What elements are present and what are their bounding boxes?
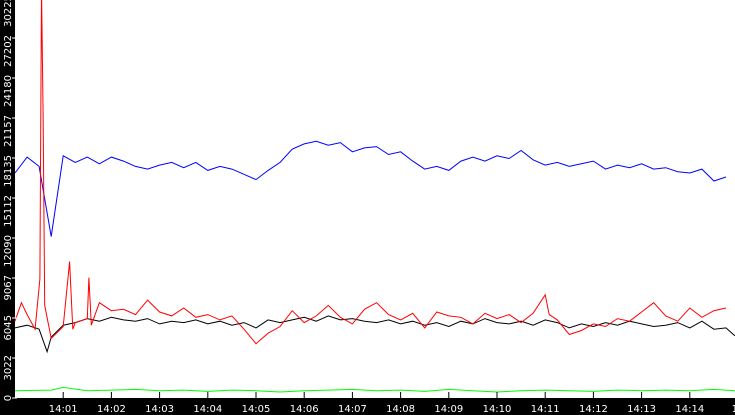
x-axis-band xyxy=(0,398,735,415)
y-tick-label: 12090 xyxy=(3,235,14,267)
x-tick-label: 14:09 xyxy=(434,404,463,415)
y-tick-label: 0 xyxy=(3,395,14,401)
y-axis-band xyxy=(0,0,15,415)
x-tick-label: 14:08 xyxy=(386,404,415,415)
x-axis: 14:01 14:02 14:03 14:04 14:05 14:06 14:07 14:08… xyxy=(49,392,735,415)
x-tick-label: 14:06 xyxy=(290,404,319,415)
x-tick-label: 14:04 xyxy=(193,404,222,415)
series-line-1 xyxy=(14,0,727,345)
y-tick-label: 24180 xyxy=(3,75,14,107)
y-tick-label: 15112 xyxy=(3,195,14,227)
x-tick-label: 14:12 xyxy=(579,404,608,415)
y-tick-label: 6045 xyxy=(3,315,14,340)
y-tick-label: 27202 xyxy=(3,35,14,67)
x-tick-label: 14:07 xyxy=(338,404,367,415)
x-tick-label: 14 xyxy=(732,404,735,415)
x-tick-label: 14:11 xyxy=(531,404,560,415)
plot-background xyxy=(15,0,735,398)
x-tick-label: 14:05 xyxy=(242,404,271,415)
series-layer xyxy=(14,0,735,393)
x-tick-label: 14:10 xyxy=(483,404,512,415)
y-tick-label: 18135 xyxy=(3,155,14,187)
series-line-0 xyxy=(14,140,727,237)
series-line-2 xyxy=(14,315,735,354)
y-tick-label: 21157 xyxy=(3,115,14,147)
y-tick-label: 3022 xyxy=(3,355,14,380)
y-tick-label: 9067 xyxy=(3,275,14,300)
x-tick-label: 14:14 xyxy=(675,404,704,415)
y-axis: 0 3022 6045 9067 12090 15112 18135 21157 24180 27… xyxy=(3,0,17,401)
x-tick-label: 14:03 xyxy=(145,404,174,415)
x-tick-label: 14:01 xyxy=(49,404,78,415)
x-tick-label: 14:02 xyxy=(97,404,126,415)
x-tick-label: 14:13 xyxy=(627,404,656,415)
y-tick-label: 30225 xyxy=(3,0,14,27)
